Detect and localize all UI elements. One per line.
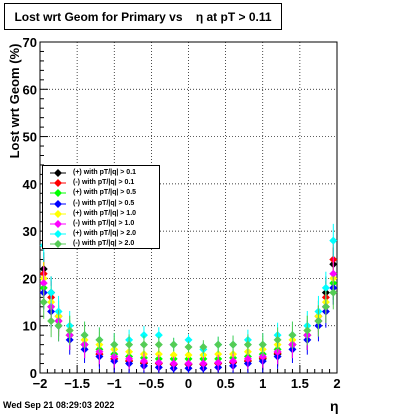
legend-entry: (+) with pT/|q| > 1.0 bbox=[45, 209, 159, 219]
x-tick-label: 0.5 bbox=[217, 376, 235, 391]
y-tick-label: 10 bbox=[23, 319, 37, 334]
data-point bbox=[154, 340, 163, 349]
legend-entry: (+) with pT/|q| > 0.5 bbox=[45, 188, 159, 198]
title-box: Lost wrt Geom for Primary vs η at pT > 0… bbox=[4, 3, 282, 30]
data-point bbox=[139, 331, 148, 340]
y-axis-label: Lost wrt Geom (%) bbox=[7, 43, 22, 159]
legend-label: (-) with pT/|q| > 1.0 bbox=[73, 220, 135, 227]
legend-label: (-) with pT/|q| > 2.0 bbox=[73, 240, 135, 248]
data-point bbox=[47, 288, 56, 297]
data-point bbox=[154, 331, 163, 340]
data-point bbox=[273, 335, 282, 344]
legend: (+) with pT/|q| > 0.1 (-) with pT/|q| > 0… bbox=[42, 165, 160, 249]
data-point bbox=[329, 236, 338, 245]
data-point bbox=[184, 351, 193, 360]
data-point bbox=[199, 359, 208, 368]
data-point bbox=[229, 340, 238, 349]
legend-entry: (-) with pT/|q| > 2.0 bbox=[45, 239, 159, 249]
data-point bbox=[169, 351, 178, 360]
data-point bbox=[154, 358, 163, 367]
x-tick-label: −0.5 bbox=[139, 376, 165, 391]
data-point bbox=[184, 359, 193, 368]
data-point bbox=[54, 321, 63, 330]
data-point bbox=[288, 331, 297, 340]
legend-marker bbox=[50, 199, 66, 208]
data-point bbox=[110, 352, 119, 361]
x-tick-label: −1.5 bbox=[64, 376, 90, 391]
y-tick-label: 60 bbox=[23, 82, 37, 97]
data-point bbox=[47, 316, 56, 325]
legend-label: (+) with pT/|q| > 2.0 bbox=[73, 230, 137, 238]
data-point bbox=[125, 340, 134, 349]
timestamp-footer: Wed Sep 21 08:29:03 2022 bbox=[3, 400, 115, 410]
x-axis-label: η bbox=[330, 398, 339, 414]
legend-label: (+) with pT/|q| > 0.1 bbox=[73, 169, 137, 176]
legend-entry: (-) with pT/|q| > 0.5 bbox=[45, 199, 159, 209]
legend-entry: (+) with pT/|q| > 0.1 bbox=[45, 168, 159, 178]
data-point bbox=[258, 340, 267, 349]
x-tick-label: 2 bbox=[333, 376, 340, 391]
data-point bbox=[169, 359, 178, 368]
data-point bbox=[110, 340, 119, 349]
legend-label: (-) with pT/|q| > 0.5 bbox=[73, 199, 135, 207]
legend-entry: (-) with pT/|q| > 1.0 bbox=[45, 219, 159, 229]
legend-marker bbox=[50, 220, 66, 228]
data-point bbox=[329, 269, 338, 278]
x-tick-label: 1.5 bbox=[291, 376, 309, 391]
data-point bbox=[214, 340, 223, 349]
data-point bbox=[321, 302, 330, 311]
data-point bbox=[65, 326, 74, 335]
legend-marker bbox=[50, 169, 66, 177]
x-tick-label: 1 bbox=[259, 376, 266, 391]
data-point bbox=[321, 283, 330, 292]
y-tick-label: 70 bbox=[23, 35, 37, 50]
chart-title: Lost wrt Geom for Primary vs η at pT > 0… bbox=[14, 10, 272, 24]
data-point bbox=[125, 354, 134, 363]
legend-marker bbox=[50, 230, 66, 239]
data-point bbox=[184, 342, 193, 351]
data-point bbox=[243, 340, 252, 349]
x-tick-label: −2 bbox=[33, 376, 48, 391]
data-point bbox=[303, 326, 312, 335]
y-tick-label: 20 bbox=[23, 271, 37, 286]
legend-marker bbox=[50, 179, 66, 188]
x-tick-label: 0 bbox=[185, 376, 192, 391]
data-point bbox=[39, 298, 48, 307]
data-point bbox=[95, 335, 104, 344]
data-point bbox=[184, 335, 193, 344]
data-point bbox=[154, 350, 163, 359]
data-point bbox=[214, 358, 223, 367]
legend-marker bbox=[50, 189, 66, 198]
data-point bbox=[139, 340, 148, 349]
legend-label: (+) with pT/|q| > 1.0 bbox=[73, 209, 137, 217]
legend-entry: (-) with pT/|q| > 0.1 bbox=[45, 178, 159, 188]
legend-marker bbox=[50, 209, 66, 218]
data-point bbox=[314, 316, 323, 325]
data-point bbox=[214, 350, 223, 359]
y-tick-label: 40 bbox=[23, 177, 37, 192]
legend-label: (-) with pT/|q| > 0.1 bbox=[73, 179, 135, 187]
data-point bbox=[243, 354, 252, 363]
y-tick-label: 50 bbox=[23, 130, 37, 145]
legend-entry: (+) with pT/|q| > 2.0 bbox=[45, 229, 159, 239]
data-point bbox=[139, 357, 148, 366]
x-tick-label: −1 bbox=[107, 376, 122, 391]
legend-marker bbox=[50, 240, 66, 249]
data-point bbox=[80, 331, 89, 340]
data-point bbox=[258, 352, 267, 361]
data-point bbox=[329, 288, 338, 297]
y-tick-label: 0 bbox=[30, 366, 37, 381]
y-tick-label: 30 bbox=[23, 224, 37, 239]
data-point bbox=[229, 357, 238, 366]
data-point bbox=[199, 342, 208, 351]
legend-label: (+) with pT/|q| > 0.5 bbox=[73, 189, 137, 197]
data-point bbox=[169, 340, 178, 349]
data-point bbox=[39, 279, 48, 288]
